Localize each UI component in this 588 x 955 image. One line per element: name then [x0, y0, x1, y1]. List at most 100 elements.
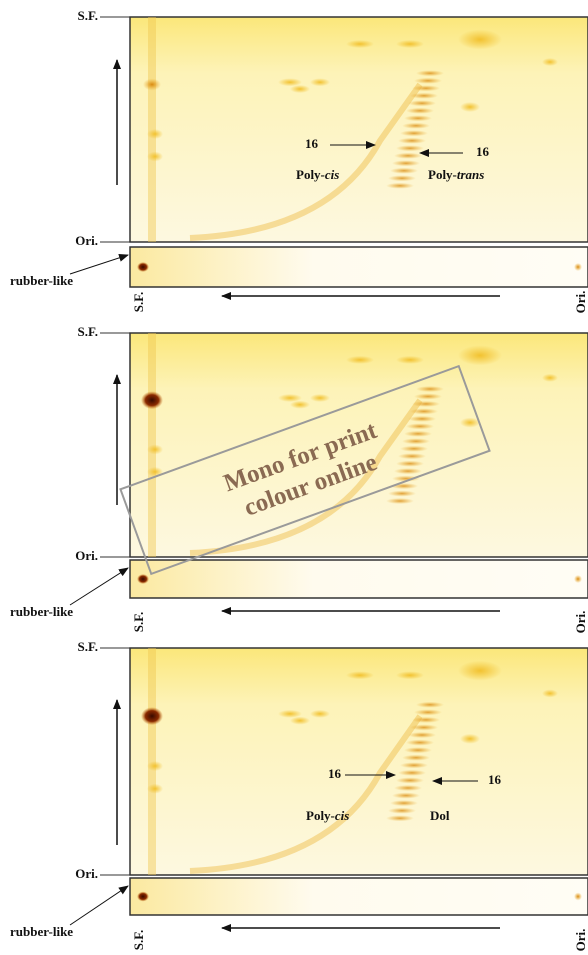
ori-label: Ori.: [75, 866, 98, 881]
band: [412, 717, 440, 723]
band: [402, 438, 430, 444]
annotation-italic: cis: [325, 167, 339, 182]
strip-sf-label: S.F.: [131, 292, 146, 312]
annotation: 16: [476, 144, 490, 159]
ori-label: Ori.: [75, 233, 98, 248]
band: [390, 168, 418, 174]
spot: [290, 717, 310, 725]
band: [402, 123, 430, 129]
spot: [460, 734, 480, 744]
band: [394, 468, 422, 474]
band: [416, 386, 444, 392]
spot: [278, 710, 302, 718]
spot: [346, 40, 374, 48]
band: [404, 747, 432, 753]
strip-sf-label: S.F.: [131, 930, 146, 950]
spot: [310, 394, 330, 402]
spot: [346, 671, 374, 679]
annotation-italic: trans: [457, 167, 484, 182]
spot: [147, 784, 163, 794]
band: [394, 785, 422, 791]
annotation: 16: [305, 136, 319, 151]
band: [394, 153, 422, 159]
band: [398, 770, 426, 776]
strip-ori-label: Ori.: [573, 291, 588, 314]
band: [412, 401, 440, 407]
sf-label: S.F.: [78, 8, 98, 23]
strip-ori-label: Ori.: [573, 929, 588, 952]
annotation-prefix: Poly-: [306, 808, 335, 823]
band: [416, 702, 444, 708]
band: [400, 446, 428, 452]
band: [398, 453, 426, 459]
band: [388, 175, 416, 181]
band: [408, 416, 436, 422]
spot: [574, 263, 582, 271]
annotation-italic: cis: [335, 808, 349, 823]
spot: [290, 85, 310, 93]
band: [414, 78, 442, 84]
spot: [542, 58, 558, 66]
strip-sf-label: S.F.: [131, 612, 146, 632]
band: [392, 160, 420, 166]
strip: [130, 878, 588, 915]
band: [398, 138, 426, 144]
band: [396, 777, 424, 783]
annotation: Poly-trans: [428, 167, 484, 182]
band: [412, 85, 440, 91]
pointer-arrow: [70, 255, 128, 274]
annotation-prefix: Poly-: [296, 167, 325, 182]
spot: [141, 707, 163, 725]
band: [388, 491, 416, 497]
spot: [147, 129, 163, 139]
strip: [130, 247, 588, 287]
band: [414, 393, 442, 399]
spot: [542, 374, 558, 382]
tlc-plate: [130, 648, 588, 875]
band: [388, 808, 416, 814]
band: [404, 431, 432, 437]
annotation: 16: [488, 772, 502, 787]
spot: [346, 356, 374, 364]
spot: [458, 30, 502, 50]
annotation: Poly-cis: [306, 808, 349, 823]
band: [386, 498, 414, 504]
annotation-prefix: Poly-: [428, 167, 457, 182]
spot: [147, 152, 163, 162]
spot: [574, 893, 582, 901]
spot: [458, 661, 502, 681]
annotation: Poly-cis: [296, 167, 339, 182]
spot: [141, 391, 163, 409]
spot: [396, 40, 424, 48]
strip: [130, 560, 588, 598]
band: [408, 100, 436, 106]
spot: [542, 689, 558, 697]
band: [390, 800, 418, 806]
band: [406, 423, 434, 429]
pointer-arrow: [70, 568, 128, 605]
band: [410, 724, 438, 730]
spot: [290, 401, 310, 409]
spot: [137, 892, 149, 902]
band: [406, 108, 434, 114]
band: [404, 115, 432, 121]
band: [400, 762, 428, 768]
spot: [574, 575, 582, 583]
band: [400, 130, 428, 136]
ori-label: Ori.: [75, 548, 98, 563]
spot: [310, 710, 330, 718]
band: [386, 815, 414, 821]
sf-label: S.F.: [78, 324, 98, 339]
strip-ori-label: Ori.: [573, 611, 588, 634]
band: [396, 461, 424, 467]
band: [416, 70, 444, 76]
band: [386, 183, 414, 189]
band: [410, 93, 438, 99]
spot: [137, 262, 149, 272]
spot: [396, 356, 424, 364]
spot: [460, 102, 480, 112]
rubber-label: rubber-like: [10, 924, 73, 939]
